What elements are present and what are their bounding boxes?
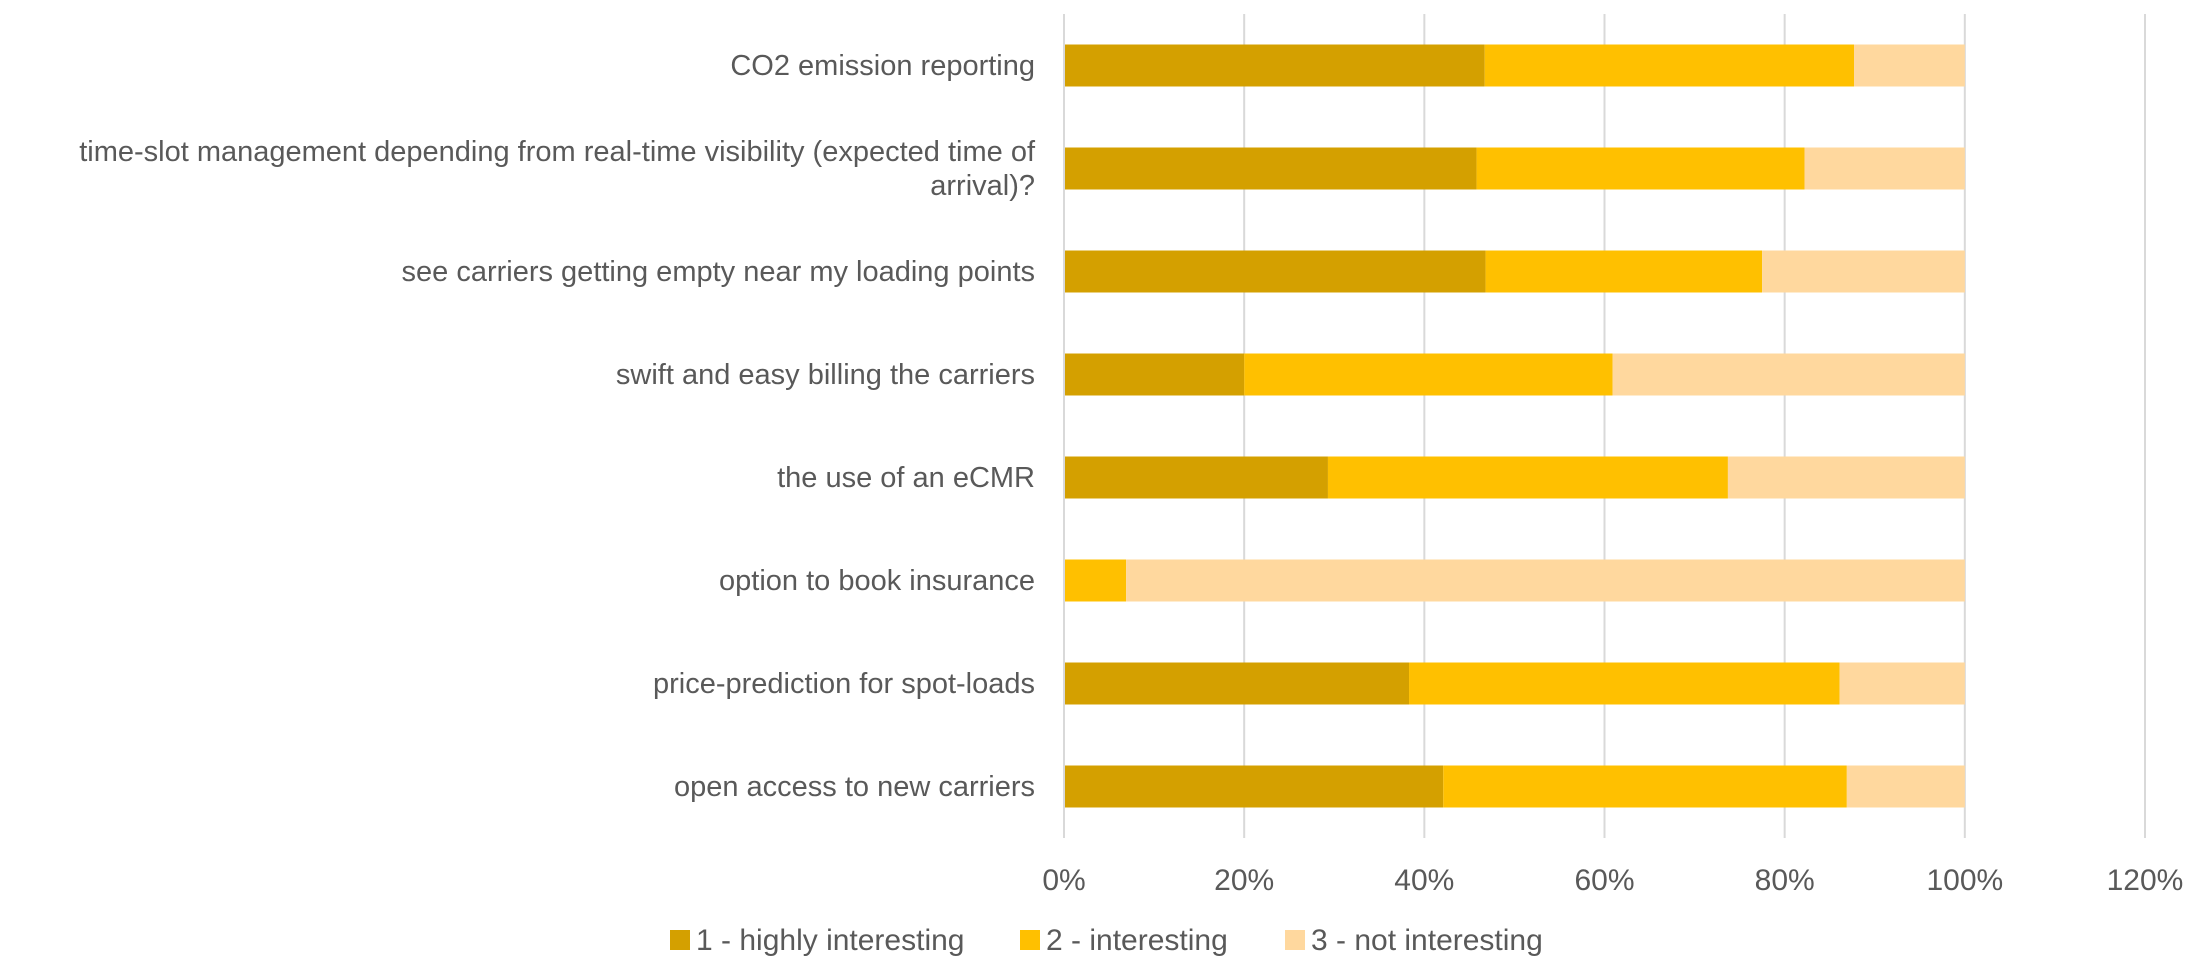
bar-segment: [1612, 353, 1965, 396]
category-label: the use of an eCMR: [777, 461, 1035, 494]
bar-segment: [1804, 147, 1965, 190]
legend-swatch: [670, 930, 690, 950]
bar-segment: [1064, 147, 1477, 190]
legend-label: 2 - interesting: [1046, 924, 1228, 957]
bar-segment: [1064, 44, 1485, 87]
bar-segment: [1064, 456, 1328, 499]
bar-segment: [1727, 456, 1965, 499]
category-label: open access to new carriers: [673, 770, 1035, 803]
category-label: price-prediction for spot-loads: [652, 667, 1035, 700]
bar-segment: [1839, 662, 1965, 705]
bar-segment: [1476, 147, 1805, 190]
bar-segment: [1484, 44, 1855, 87]
bar-segment: [1846, 765, 1965, 808]
category-label: option to book insurance: [719, 564, 1035, 597]
bar-segment: [1485, 250, 1763, 293]
bar-segment: [1244, 353, 1613, 396]
x-tick-label: 20%: [1214, 864, 1274, 897]
bar-segment: [1064, 559, 1127, 602]
bar-segment: [1064, 353, 1245, 396]
x-tick-label: 0%: [1042, 864, 1085, 897]
bar-segment: [1854, 44, 1965, 87]
bar-segment: [1064, 765, 1444, 808]
bar-segment: [1443, 765, 1847, 808]
bar-segment: [1409, 662, 1840, 705]
x-tick-label: 80%: [1755, 864, 1815, 897]
category-label: time-slot management depending from real…: [79, 135, 1035, 202]
bar-segment: [1327, 456, 1728, 499]
legend-swatch: [1285, 930, 1305, 950]
x-tick-label: 40%: [1394, 864, 1454, 897]
bar-segment: [1064, 662, 1410, 705]
legend-label: 3 - not interesting: [1311, 924, 1543, 957]
legend-swatch: [1020, 930, 1040, 950]
bar-segment: [1762, 250, 1965, 293]
category-label: swift and easy billing the carriers: [615, 358, 1035, 391]
category-label: CO2 emission reporting: [730, 49, 1035, 82]
x-tick-label: 100%: [1926, 864, 2003, 897]
x-tick-label: 120%: [2107, 864, 2184, 897]
bar-segment: [1064, 250, 1486, 293]
category-label: see carriers getting empty near my loadi…: [401, 255, 1035, 288]
legend-label: 1 - highly interesting: [696, 924, 964, 957]
bar-segment: [1126, 559, 1965, 602]
x-tick-label: 60%: [1574, 864, 1634, 897]
